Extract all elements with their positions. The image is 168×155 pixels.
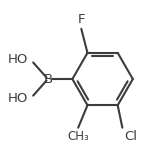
- Text: B: B: [44, 73, 53, 86]
- Text: HO: HO: [8, 92, 28, 105]
- Text: Cl: Cl: [124, 130, 137, 143]
- Text: CH₃: CH₃: [67, 130, 89, 143]
- Text: HO: HO: [8, 53, 28, 66]
- Text: F: F: [78, 13, 85, 26]
